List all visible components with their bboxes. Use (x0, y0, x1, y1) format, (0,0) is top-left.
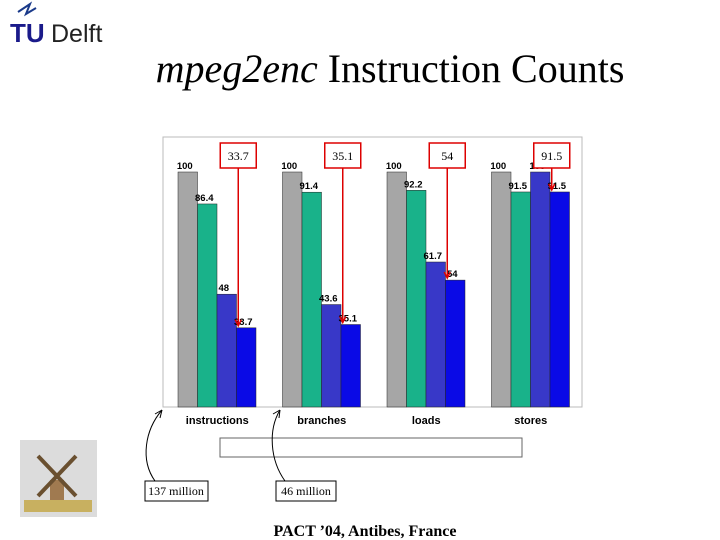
logo-tu: TU (10, 18, 45, 48)
slide-title: mpeg2enc Instruction Counts (156, 46, 625, 91)
windmill-picture (20, 440, 97, 517)
ground (24, 500, 92, 512)
logo: TU Delft (10, 1, 102, 48)
value-label: 61.7 (424, 251, 443, 262)
callout-box (275, 480, 337, 502)
x-tick-label: stores (514, 415, 547, 427)
bar (386, 171, 407, 408)
value-label: 92.2 (404, 179, 423, 190)
mill-sails (36, 454, 78, 498)
x-tick-label: branches (297, 415, 346, 427)
logo-delft: Delft (51, 20, 102, 48)
annotation-box (219, 142, 257, 169)
annotation-box (428, 142, 466, 169)
chart: instructions 100 86.4 48 33.7 33.7 branches 100… (177, 142, 571, 455)
value-label: 91.5 (509, 181, 528, 192)
bar (177, 171, 198, 408)
value-label: 100 (177, 161, 193, 172)
bar (445, 279, 466, 408)
bar (340, 324, 361, 408)
value-label: 35.1 (339, 314, 358, 325)
arrow-head (548, 183, 556, 192)
legend-box (219, 437, 523, 458)
annotation: 54 (441, 149, 453, 163)
value-label: 33.7 (234, 317, 253, 328)
bar (530, 171, 551, 408)
callout-text: 137 million (148, 484, 204, 498)
arrow-head (443, 271, 451, 280)
arrow-head (154, 409, 163, 419)
bar (282, 171, 303, 408)
bar (406, 190, 427, 408)
x-tick-label: loads (412, 415, 441, 427)
value-label: 100 (386, 161, 402, 172)
bar (425, 261, 446, 408)
x-tick-label: instructions (186, 415, 249, 427)
bar (236, 327, 257, 408)
annotation: 33.7 (228, 149, 249, 163)
arrow-head (234, 319, 242, 328)
value-label: 54 (447, 269, 458, 280)
value-label: 100 (490, 161, 506, 172)
arrow-head (272, 409, 281, 419)
mill-body (50, 480, 64, 502)
value-label: 43.6 (319, 294, 338, 305)
bar (216, 293, 237, 408)
callout-arrow (271, 409, 286, 482)
value-label: 91.4 (300, 181, 319, 192)
annotation-box (533, 142, 571, 169)
title-rest: Instruction Counts (328, 46, 625, 91)
title-italic: mpeg2enc (156, 46, 318, 91)
value-label: 100 (281, 161, 297, 172)
bar (197, 203, 218, 408)
bar (301, 191, 322, 408)
callout-text: 46 million (281, 484, 331, 498)
bar (549, 191, 570, 408)
annotation: 35.1 (332, 149, 353, 163)
callout-box (144, 480, 209, 502)
bar (491, 171, 512, 408)
bar (510, 191, 531, 408)
value-label: 48 (218, 283, 229, 294)
value-label: 86.4 (195, 193, 214, 204)
callout-arrow (145, 409, 163, 482)
logo-flame (17, 1, 37, 17)
annotation: 91.5 (541, 149, 562, 163)
value-label: 91.5 (548, 181, 567, 192)
arrow-head (339, 316, 347, 325)
footer: PACT ’04, Antibes, France (274, 523, 457, 540)
